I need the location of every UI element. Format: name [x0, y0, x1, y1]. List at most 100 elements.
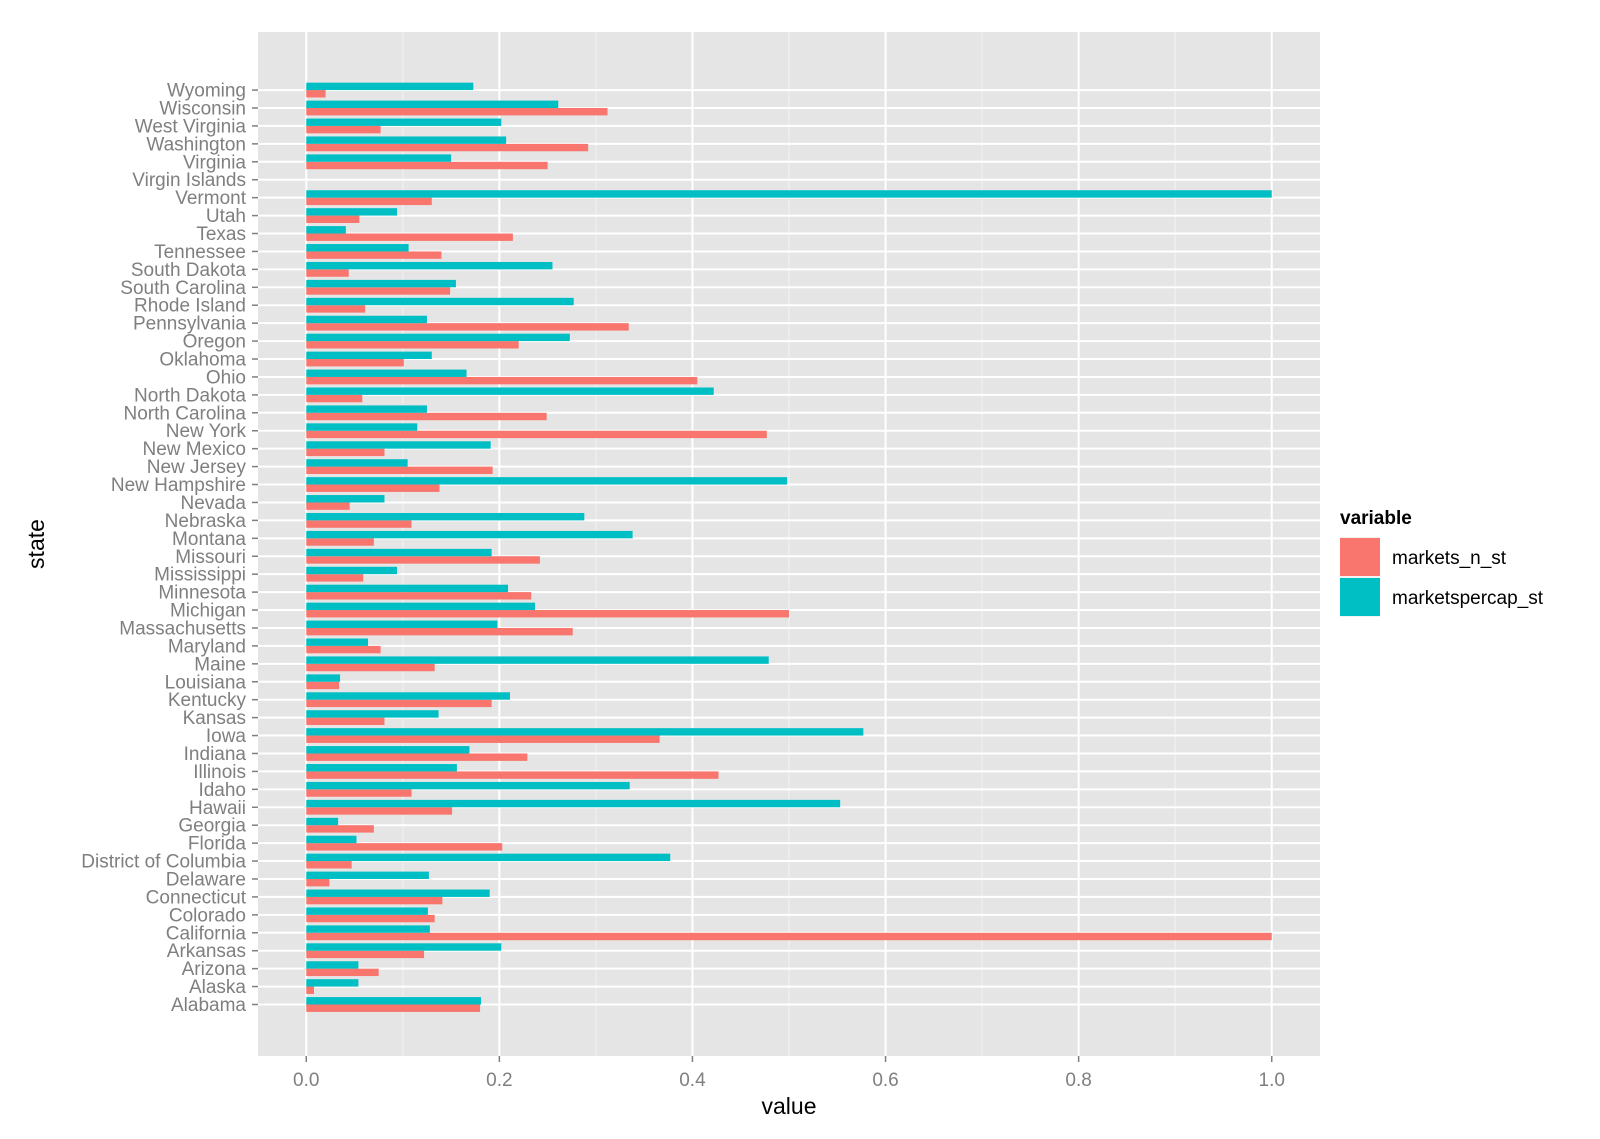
y-tick-label: Arizona [182, 959, 247, 980]
bar-markets-n-st-new-york [306, 430, 767, 439]
bar-markets-n-st-oregon [306, 341, 519, 349]
bar-markets-n-st-indiana [306, 753, 528, 761]
x-axis-title: value [762, 1093, 817, 1119]
x-tick-label: 0.4 [679, 1070, 706, 1091]
bar-marketspercap-st-utah [306, 208, 398, 216]
bar-markets-n-st-montana [306, 538, 374, 546]
y-tick-label: Maine [194, 654, 246, 675]
bar-markets-n-st-oklahoma [306, 359, 404, 367]
bar-marketspercap-st-tennessee [306, 244, 409, 252]
legend-title: variable [1340, 508, 1412, 529]
y-tick-label: California [166, 923, 247, 944]
x-tick-label: 0.0 [293, 1070, 319, 1091]
y-tick-label: Colorado [169, 905, 246, 926]
bar-markets-n-st-washington [306, 143, 589, 152]
y-tick-label: South Dakota [131, 260, 247, 281]
x-tick-label: 1.0 [1259, 1070, 1285, 1091]
bar-markets-n-st-south-carolina [306, 287, 451, 295]
bar-marketspercap-st-maryland [306, 638, 369, 646]
bar-markets-n-st-kentucky [306, 699, 492, 708]
y-tick-label: Hawaii [189, 798, 246, 819]
y-tick-label: Illinois [193, 762, 246, 783]
x-tick-label: 0.8 [1065, 1070, 1091, 1091]
x-tick-label: 0.2 [486, 1070, 512, 1091]
bar-marketspercap-st-pennsylvania [306, 315, 427, 324]
bar-marketspercap-st-alaska [306, 979, 359, 987]
y-tick-label: North Carolina [124, 403, 247, 424]
bar-marketspercap-st-montana [306, 530, 633, 539]
bar-markets-n-st-alabama [306, 1004, 481, 1012]
bar-marketspercap-st-north-dakota [306, 387, 714, 395]
bar-marketspercap-st-minnesota [306, 584, 509, 593]
bar-markets-n-st-michigan [306, 610, 789, 618]
bar-marketspercap-st-south-carolina [306, 279, 456, 288]
y-tick-label: Nevada [181, 493, 247, 514]
bar-marketspercap-st-nevada [306, 495, 385, 503]
bar-marketspercap-st-oregon [306, 333, 570, 342]
y-tick-label: Arkansas [167, 941, 246, 962]
y-tick-label: Vermont [175, 188, 246, 209]
bar-marketspercap-st-washington [306, 136, 507, 144]
bar-markets-n-st-maryland [306, 645, 381, 654]
bar-markets-n-st-delaware [306, 878, 330, 887]
y-tick-label: Tennessee [154, 242, 246, 263]
bar-marketspercap-st-georgia [306, 817, 339, 826]
bar-marketspercap-st-wyoming [306, 82, 474, 91]
bar-marketspercap-st-idaho [306, 781, 630, 790]
y-tick-label: Virginia [183, 152, 246, 173]
bar-markets-n-st-alaska [306, 986, 314, 994]
bar-markets-n-st-arkansas [306, 950, 425, 959]
bar-markets-n-st-iowa [306, 735, 660, 743]
y-tick-label: Michigan [170, 601, 246, 622]
bar-markets-n-st-nebraska [306, 520, 412, 528]
bar-markets-n-st-utah [306, 215, 360, 223]
bar-marketspercap-st-nebraska [306, 512, 585, 521]
y-tick-label: Connecticut [146, 887, 247, 908]
bar-marketspercap-st-california [306, 925, 430, 933]
y-tick-label: Massachusetts [119, 618, 246, 639]
y-tick-label: New Mexico [143, 439, 246, 460]
y-tick-label: South Carolina [120, 278, 246, 299]
bar-marketspercap-st-new-york [306, 423, 418, 431]
bar-markets-n-st-pennsylvania [306, 323, 629, 331]
bar-marketspercap-st-delaware [306, 871, 429, 879]
y-tick-label: Minnesota [158, 583, 246, 604]
bar-markets-n-st-new-mexico [306, 448, 385, 457]
legend-swatch-markets-n-st [1340, 538, 1380, 576]
bar-marketspercap-st-illinois [306, 764, 457, 772]
y-tick-label: Missouri [175, 547, 246, 568]
bar-markets-n-st-kansas [306, 717, 385, 726]
bar-marketspercap-st-maine [306, 656, 769, 664]
bar-marketspercap-st-alabama [306, 997, 482, 1005]
bar-marketspercap-st-colorado [306, 907, 428, 915]
y-tick-label: Pennsylvania [133, 314, 246, 335]
bar-marketspercap-st-vermont [306, 190, 1272, 198]
bar-markets-n-st-nevada [306, 502, 350, 510]
bar-marketspercap-st-south-dakota [306, 261, 553, 270]
y-tick-label: Virgin Islands [132, 170, 246, 191]
bar-marketspercap-st-north-carolina [306, 405, 427, 413]
y-tick-label: Indiana [184, 744, 247, 765]
bar-marketspercap-st-michigan [306, 602, 536, 611]
bar-markets-n-st-vermont [306, 197, 432, 206]
y-axis-title: state [23, 519, 49, 569]
bar-markets-n-st-tennessee [306, 251, 442, 259]
bar-markets-n-st-virginia [306, 161, 548, 170]
bar-markets-n-st-illinois [306, 771, 719, 779]
y-tick-label: Alabama [171, 995, 246, 1016]
bar-markets-n-st-north-dakota [306, 394, 363, 403]
bar-marketspercap-st-new-jersey [306, 459, 408, 467]
y-tick-label: Iowa [206, 726, 247, 747]
y-tick-label: Delaware [166, 869, 246, 890]
y-tick-label: Kentucky [168, 690, 247, 711]
bar-markets-n-st-idaho [306, 789, 412, 797]
bar-markets-n-st-california [306, 932, 1272, 941]
y-tick-label: Oklahoma [159, 350, 246, 371]
bar-marketspercap-st-massachusetts [306, 620, 498, 628]
bar-marketspercap-st-new-hampshire [306, 477, 788, 485]
bar-markets-n-st-district-of-columbia [306, 861, 352, 869]
bar-markets-n-st-minnesota [306, 592, 532, 600]
legend-swatch-marketspercap-st [1340, 578, 1380, 616]
bar-marketspercap-st-mississippi [306, 566, 398, 575]
bar-markets-n-st-new-hampshire [306, 484, 440, 492]
